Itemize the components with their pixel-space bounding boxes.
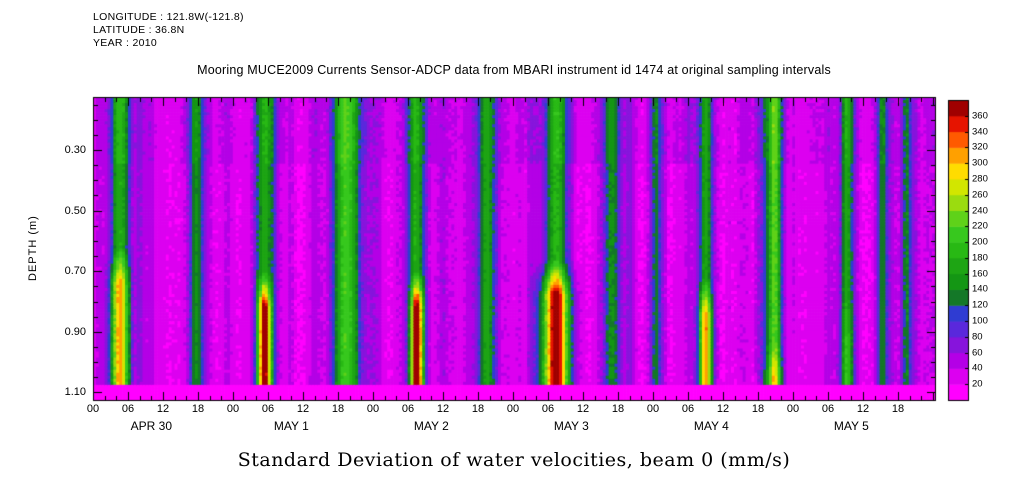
colorbar-tick-label: 100 (972, 315, 988, 327)
x-tick-label: 06 (541, 403, 555, 415)
colorbar-tick-label: 340 (972, 126, 988, 138)
x-tick-label: 18 (331, 403, 345, 415)
colorbar-tick-label: 360 (972, 110, 988, 122)
colorbar-tick-label: 260 (972, 189, 988, 201)
year-label: YEAR : 2010 (93, 37, 158, 49)
longitude-label: LONGITUDE : 121.8W(-121.8) (93, 11, 244, 23)
x-day-label: MAY 2 (413, 419, 449, 433)
x-tick-label: 18 (751, 403, 765, 415)
colorbar-tick-label: 120 (972, 299, 988, 311)
colorbar-tick-label: 60 (972, 347, 983, 359)
y-axis-label: DEPTH (m) (27, 215, 39, 282)
x-tick-label: 00 (506, 403, 520, 415)
colorbar-tick-label: 160 (972, 268, 988, 280)
latitude-label: LATITUDE : 36.8N (93, 24, 185, 36)
colorbar-tick-label: 20 (972, 378, 983, 390)
x-tick-label: 06 (821, 403, 835, 415)
colorbar-tick-label: 40 (972, 362, 983, 374)
x-tick-label: 06 (401, 403, 415, 415)
x-tick-label: 12 (576, 403, 590, 415)
figure-caption: Standard Deviation of water velocities, … (237, 449, 791, 471)
x-tick-label: 00 (366, 403, 380, 415)
x-tick-label: 18 (611, 403, 625, 415)
colorbar-tick-label: 200 (972, 236, 988, 248)
colorbar-tick-label: 240 (972, 205, 988, 217)
y-tick-label: 1.10 (64, 386, 86, 399)
y-tick-label: 0.70 (64, 265, 86, 278)
plot-title: Mooring MUCE2009 Currents Sensor-ADCP da… (197, 63, 831, 77)
x-tick-label: 18 (471, 403, 485, 415)
y-tick-label: 0.30 (64, 144, 86, 157)
x-tick-label: 12 (436, 403, 450, 415)
y-tick-label: 0.90 (64, 325, 86, 338)
x-tick-label: 12 (156, 403, 170, 415)
x-day-label: MAY 4 (693, 419, 729, 433)
x-tick-label: 00 (226, 403, 240, 415)
x-tick-label: 00 (86, 403, 100, 415)
colorbar-tick-label: 80 (972, 331, 983, 343)
colorbar-tick-label: 320 (972, 141, 988, 153)
colorbar-tick-label: 220 (972, 220, 988, 232)
x-tick-label: 18 (191, 403, 205, 415)
x-tick-label: 18 (891, 403, 905, 415)
colorbar-tick-label: 180 (972, 252, 988, 264)
x-tick-label: 06 (261, 403, 275, 415)
x-tick-label: 12 (856, 403, 870, 415)
x-day-label: MAY 3 (553, 419, 589, 433)
colorbar-tick-label: 280 (972, 173, 988, 185)
x-tick-label: 12 (716, 403, 730, 415)
x-tick-label: 06 (681, 403, 695, 415)
x-tick-label: 00 (646, 403, 660, 415)
colorbar-tick-label: 140 (972, 283, 988, 295)
x-day-label: MAY 1 (273, 419, 309, 433)
x-tick-label: 12 (296, 403, 310, 415)
x-tick-label: 00 (786, 403, 800, 415)
y-tick-label: 0.50 (64, 204, 86, 217)
x-day-label: APR 30 (130, 419, 173, 433)
colorbar-tick-label: 300 (972, 157, 988, 169)
x-tick-label: 06 (121, 403, 135, 415)
x-day-label: MAY 5 (833, 419, 869, 433)
